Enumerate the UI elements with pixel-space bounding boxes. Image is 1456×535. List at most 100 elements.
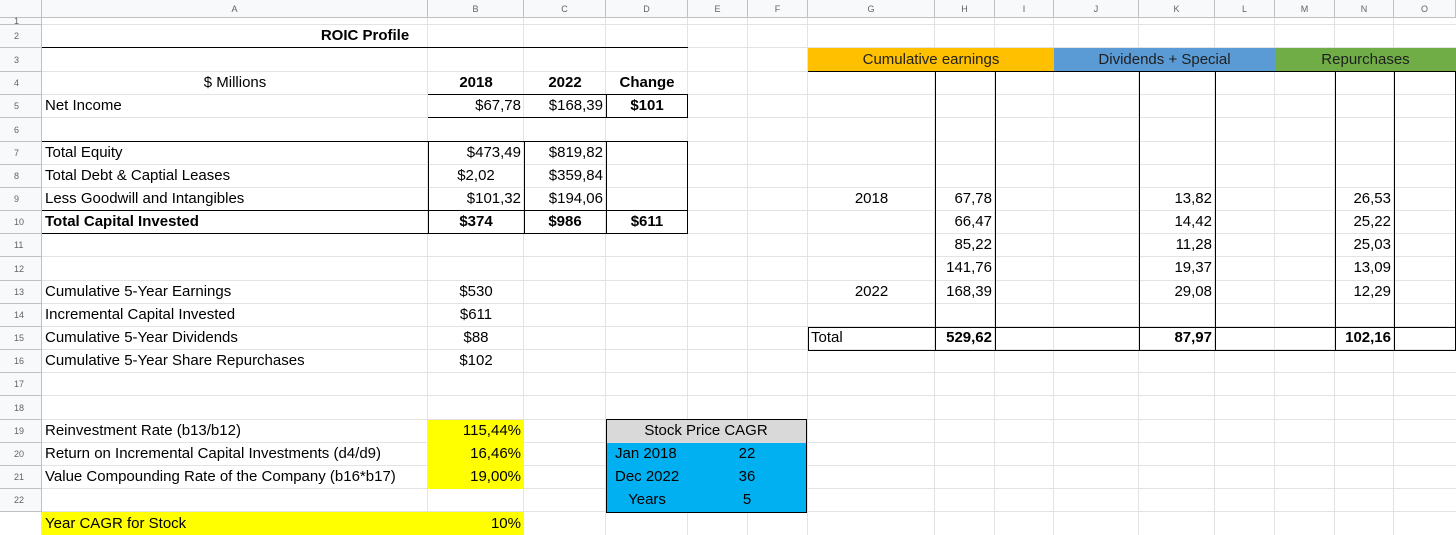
column-header-g[interactable]: G xyxy=(808,0,935,18)
net-income-2018[interactable]: $67,78 xyxy=(475,97,521,114)
column-header-d[interactable]: D xyxy=(606,0,688,18)
row-header-9[interactable]: 9 xyxy=(0,188,42,211)
column-header-j[interactable]: J xyxy=(1054,0,1139,18)
incr-capital-value[interactable]: $611 xyxy=(459,306,493,323)
grid-col-line xyxy=(605,0,606,535)
repurchases-value[interactable]: 12,29 xyxy=(1353,283,1391,300)
select-all-corner[interactable] xyxy=(0,0,42,18)
repurchases-header-fill xyxy=(1275,48,1456,71)
cum-dividends-value[interactable]: $88 xyxy=(463,329,489,346)
border-line xyxy=(1335,71,1336,351)
row-header-7[interactable]: 7 xyxy=(0,142,42,165)
value-comp-label: Value Compounding Rate of the Company (b… xyxy=(45,468,396,485)
stock-cagr-body-fill xyxy=(606,443,806,512)
row-header-20[interactable]: 20 xyxy=(0,443,42,466)
border-line xyxy=(808,327,1456,328)
cum-earnings-value[interactable]: $530 xyxy=(459,283,493,300)
row-header-11[interactable]: 11 xyxy=(0,234,42,257)
border-line xyxy=(606,142,607,234)
row-header-13[interactable]: 13 xyxy=(0,281,42,304)
total-dividends[interactable]: 87,97 xyxy=(1174,329,1212,346)
dividends-value[interactable]: 14,42 xyxy=(1174,213,1212,230)
total-earnings[interactable]: 529,62 xyxy=(946,329,992,346)
grid-row-line xyxy=(0,187,1456,188)
row-header-22[interactable]: 22 xyxy=(0,489,42,512)
grid-row-line xyxy=(0,94,1456,95)
value-comp-value[interactable]: 19,00% xyxy=(470,468,521,485)
row-header-17[interactable]: 17 xyxy=(0,373,42,396)
border-line xyxy=(808,327,809,351)
column-header-c[interactable]: C xyxy=(524,0,606,18)
row-header-8[interactable]: 8 xyxy=(0,165,42,188)
total-debt-2022[interactable]: $359,84 xyxy=(548,167,603,184)
total-equity-2018[interactable]: $473,49 xyxy=(466,144,521,161)
row-header-18[interactable]: 18 xyxy=(0,396,42,420)
total-capital-label: Total Capital Invested xyxy=(45,213,199,230)
repurchases-value[interactable]: 25,03 xyxy=(1353,236,1391,253)
row-header-10[interactable]: 10 xyxy=(0,211,42,234)
total-repurchases[interactable]: 102,16 xyxy=(1345,329,1391,346)
border-line xyxy=(1139,71,1140,351)
dec-2022-value[interactable]: 36 xyxy=(738,468,756,485)
row-header-12[interactable]: 12 xyxy=(0,257,42,281)
column-header-o[interactable]: O xyxy=(1394,0,1456,18)
repurchases-value[interactable]: 26,53 xyxy=(1353,190,1391,207)
total-debt-2018[interactable]: $2,02 xyxy=(457,167,495,184)
grid-col-line xyxy=(523,0,524,535)
earnings-value[interactable]: 67,78 xyxy=(954,190,992,207)
year-cagr-value[interactable]: 10% xyxy=(490,515,521,532)
net-income-change[interactable]: $101 xyxy=(630,97,664,114)
earnings-value[interactable]: 66,47 xyxy=(954,213,992,230)
earnings-value[interactable]: 141,76 xyxy=(946,259,992,276)
row-header-3[interactable]: 3 xyxy=(0,48,42,72)
row-header-1[interactable]: 1 xyxy=(0,16,42,26)
dividends-value[interactable]: 13,82 xyxy=(1174,190,1212,207)
repurchases-value[interactable]: 13,09 xyxy=(1353,259,1391,276)
years-value[interactable]: 5 xyxy=(742,491,752,508)
column-header-a[interactable]: A xyxy=(42,0,428,18)
total-capital-2022[interactable]: $986 xyxy=(548,213,582,230)
column-header-n[interactable]: N xyxy=(1335,0,1394,18)
border-line xyxy=(428,94,688,95)
dividends-header-fill xyxy=(1054,48,1275,71)
row-header-2[interactable]: 2 xyxy=(0,25,42,48)
dividends-value[interactable]: 11,28 xyxy=(1175,236,1212,253)
total-equity-2022[interactable]: $819,82 xyxy=(548,144,603,161)
column-header-k[interactable]: K xyxy=(1139,0,1215,18)
net-income-2022[interactable]: $168,39 xyxy=(548,97,603,114)
row-header-19[interactable]: 19 xyxy=(0,420,42,443)
repurchases-value[interactable]: 25,22 xyxy=(1353,213,1391,230)
border-line xyxy=(606,419,807,420)
earnings-value[interactable]: 85,22 xyxy=(954,236,992,253)
cum-repurchases-value[interactable]: $102 xyxy=(459,352,493,369)
row-header-15[interactable]: 15 xyxy=(0,327,42,350)
border-line xyxy=(42,47,688,48)
dividends-value[interactable]: 29,08 xyxy=(1174,283,1212,300)
grid-col-line xyxy=(1274,0,1275,535)
less-goodwill-2018[interactable]: $101,32 xyxy=(466,190,521,207)
column-header-m[interactable]: M xyxy=(1275,0,1335,18)
row-header-16[interactable]: 16 xyxy=(0,350,42,373)
grid-row-line xyxy=(0,395,1456,396)
dividends-value[interactable]: 19,37 xyxy=(1174,259,1212,276)
reinvestment-value[interactable]: 115,44% xyxy=(462,422,521,439)
column-header-i[interactable]: I xyxy=(995,0,1054,18)
column-header-b[interactable]: B xyxy=(428,0,524,18)
row-header-14[interactable]: 14 xyxy=(0,304,42,327)
row-header-4[interactable]: 4 xyxy=(0,72,42,95)
row-header-6[interactable]: 6 xyxy=(0,118,42,142)
total-capital-2018[interactable]: $374 xyxy=(459,213,493,230)
grid-row-line xyxy=(0,326,1456,327)
column-header-h[interactable]: H xyxy=(935,0,995,18)
less-goodwill-2022[interactable]: $194,06 xyxy=(548,190,603,207)
column-header-f[interactable]: F xyxy=(748,0,808,18)
total-capital-change[interactable]: $611 xyxy=(630,213,664,230)
column-header-l[interactable]: L xyxy=(1215,0,1275,18)
row-header-5[interactable]: 5 xyxy=(0,95,42,118)
row-header-21[interactable]: 21 xyxy=(0,466,42,489)
column-header-e[interactable]: E xyxy=(688,0,748,18)
border-line xyxy=(808,350,1456,351)
jan-2018-value[interactable]: 22 xyxy=(738,445,756,462)
return-incr-value[interactable]: 16,46% xyxy=(470,445,521,462)
earnings-value[interactable]: 168,39 xyxy=(946,283,992,300)
